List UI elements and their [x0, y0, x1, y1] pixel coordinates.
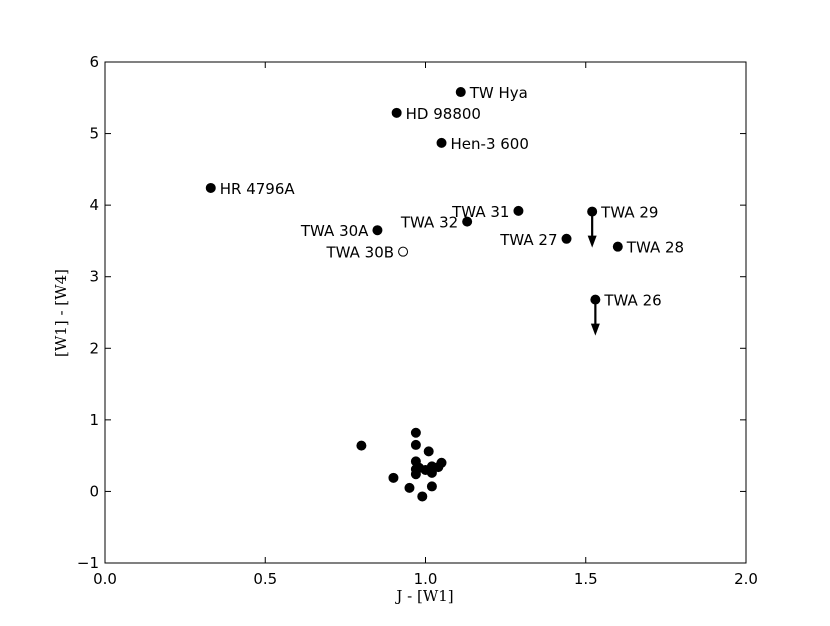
point-label: TWA 27: [499, 231, 557, 249]
point-label: Hen-3 600: [451, 135, 529, 153]
points-layer: [205, 87, 623, 502]
data-point: [436, 137, 447, 148]
data-point: [513, 205, 524, 216]
point-label: HD 98800: [406, 105, 481, 123]
data-point: [561, 233, 572, 244]
x-tick-label: 2.0: [734, 570, 758, 588]
data-point: [462, 216, 473, 227]
data-point: [587, 206, 598, 217]
y-tick-label: 0: [89, 482, 99, 500]
data-point: [417, 491, 428, 502]
point-label: TWA 26: [603, 292, 661, 310]
data-point: [398, 246, 409, 257]
data-point: [388, 472, 399, 483]
data-point: [404, 482, 415, 493]
y-tick-label: 4: [89, 196, 99, 214]
plot-frame: [104, 61, 747, 564]
x-tick-label: 1.5: [574, 570, 598, 588]
ticks-layer: 0.0 0.5 1.0 1.5 2.0 −1 0 1 2 3 4 5 6: [77, 53, 758, 588]
point-label: TWA 31: [451, 203, 509, 221]
data-point: [205, 182, 216, 193]
point-label: TWA 30B: [325, 244, 394, 262]
y-tick-label: −1: [77, 554, 99, 572]
data-point: [372, 225, 383, 236]
point-label: TWA 32: [400, 214, 458, 232]
point-label: HR 4796A: [220, 180, 296, 198]
x-tick-label: 0.5: [253, 570, 277, 588]
point-label: TWA 30A: [300, 222, 369, 240]
point-label: TWA 28: [626, 239, 684, 257]
data-point: [391, 107, 402, 118]
y-tick-label: 1: [89, 411, 99, 429]
upper-limit-arrow-head: [587, 235, 597, 248]
y-tick-label: 6: [89, 53, 99, 71]
point-label: TWA 29: [600, 204, 658, 222]
y-tick-label: 2: [89, 339, 99, 357]
data-point: [590, 294, 601, 305]
data-point: [356, 440, 367, 451]
data-point: [612, 241, 623, 252]
data-point: [426, 481, 437, 492]
x-tick-label: 0.0: [93, 570, 117, 588]
y-axis-title: [W1] - [W4]: [52, 269, 70, 357]
data-point: [410, 427, 421, 438]
data-point: [455, 87, 466, 98]
x-tick-label: 1.0: [414, 570, 438, 588]
data-point: [423, 446, 434, 457]
upper-limit-arrow-head: [590, 323, 600, 336]
data-point: [436, 457, 447, 468]
data-point: [410, 439, 421, 450]
y-tick-label: 3: [89, 268, 99, 286]
x-axis-title: J - [W1]: [394, 587, 453, 605]
data-point: [426, 467, 437, 478]
point-label: TW Hya: [469, 84, 528, 102]
y-tick-label: 5: [89, 125, 99, 143]
